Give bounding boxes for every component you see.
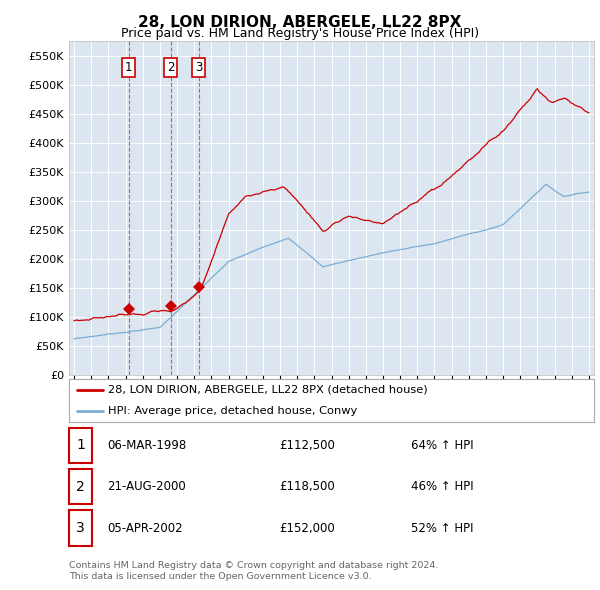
Text: 06-MAR-1998: 06-MAR-1998 [107, 439, 186, 452]
Text: 21-AUG-2000: 21-AUG-2000 [107, 480, 185, 493]
Text: 2: 2 [76, 480, 85, 494]
Text: £112,500: £112,500 [279, 439, 335, 452]
Text: Price paid vs. HM Land Registry's House Price Index (HPI): Price paid vs. HM Land Registry's House … [121, 27, 479, 40]
Text: HPI: Average price, detached house, Conwy: HPI: Average price, detached house, Conw… [109, 407, 358, 416]
Text: Contains HM Land Registry data © Crown copyright and database right 2024.: Contains HM Land Registry data © Crown c… [69, 560, 439, 569]
Text: £118,500: £118,500 [279, 480, 335, 493]
Text: 64% ↑ HPI: 64% ↑ HPI [411, 439, 473, 452]
Text: 28, LON DIRION, ABERGELE, LL22 8PX (detached house): 28, LON DIRION, ABERGELE, LL22 8PX (deta… [109, 385, 428, 395]
Text: 3: 3 [76, 521, 85, 535]
Text: 46% ↑ HPI: 46% ↑ HPI [411, 480, 473, 493]
Text: £152,000: £152,000 [279, 522, 335, 535]
Text: 2: 2 [167, 61, 175, 74]
Text: 1: 1 [76, 438, 85, 453]
Text: 3: 3 [195, 61, 202, 74]
Text: 28, LON DIRION, ABERGELE, LL22 8PX: 28, LON DIRION, ABERGELE, LL22 8PX [139, 15, 461, 30]
Text: 1: 1 [125, 61, 132, 74]
Text: This data is licensed under the Open Government Licence v3.0.: This data is licensed under the Open Gov… [69, 572, 371, 581]
Text: 05-APR-2002: 05-APR-2002 [107, 522, 182, 535]
Text: 52% ↑ HPI: 52% ↑ HPI [411, 522, 473, 535]
